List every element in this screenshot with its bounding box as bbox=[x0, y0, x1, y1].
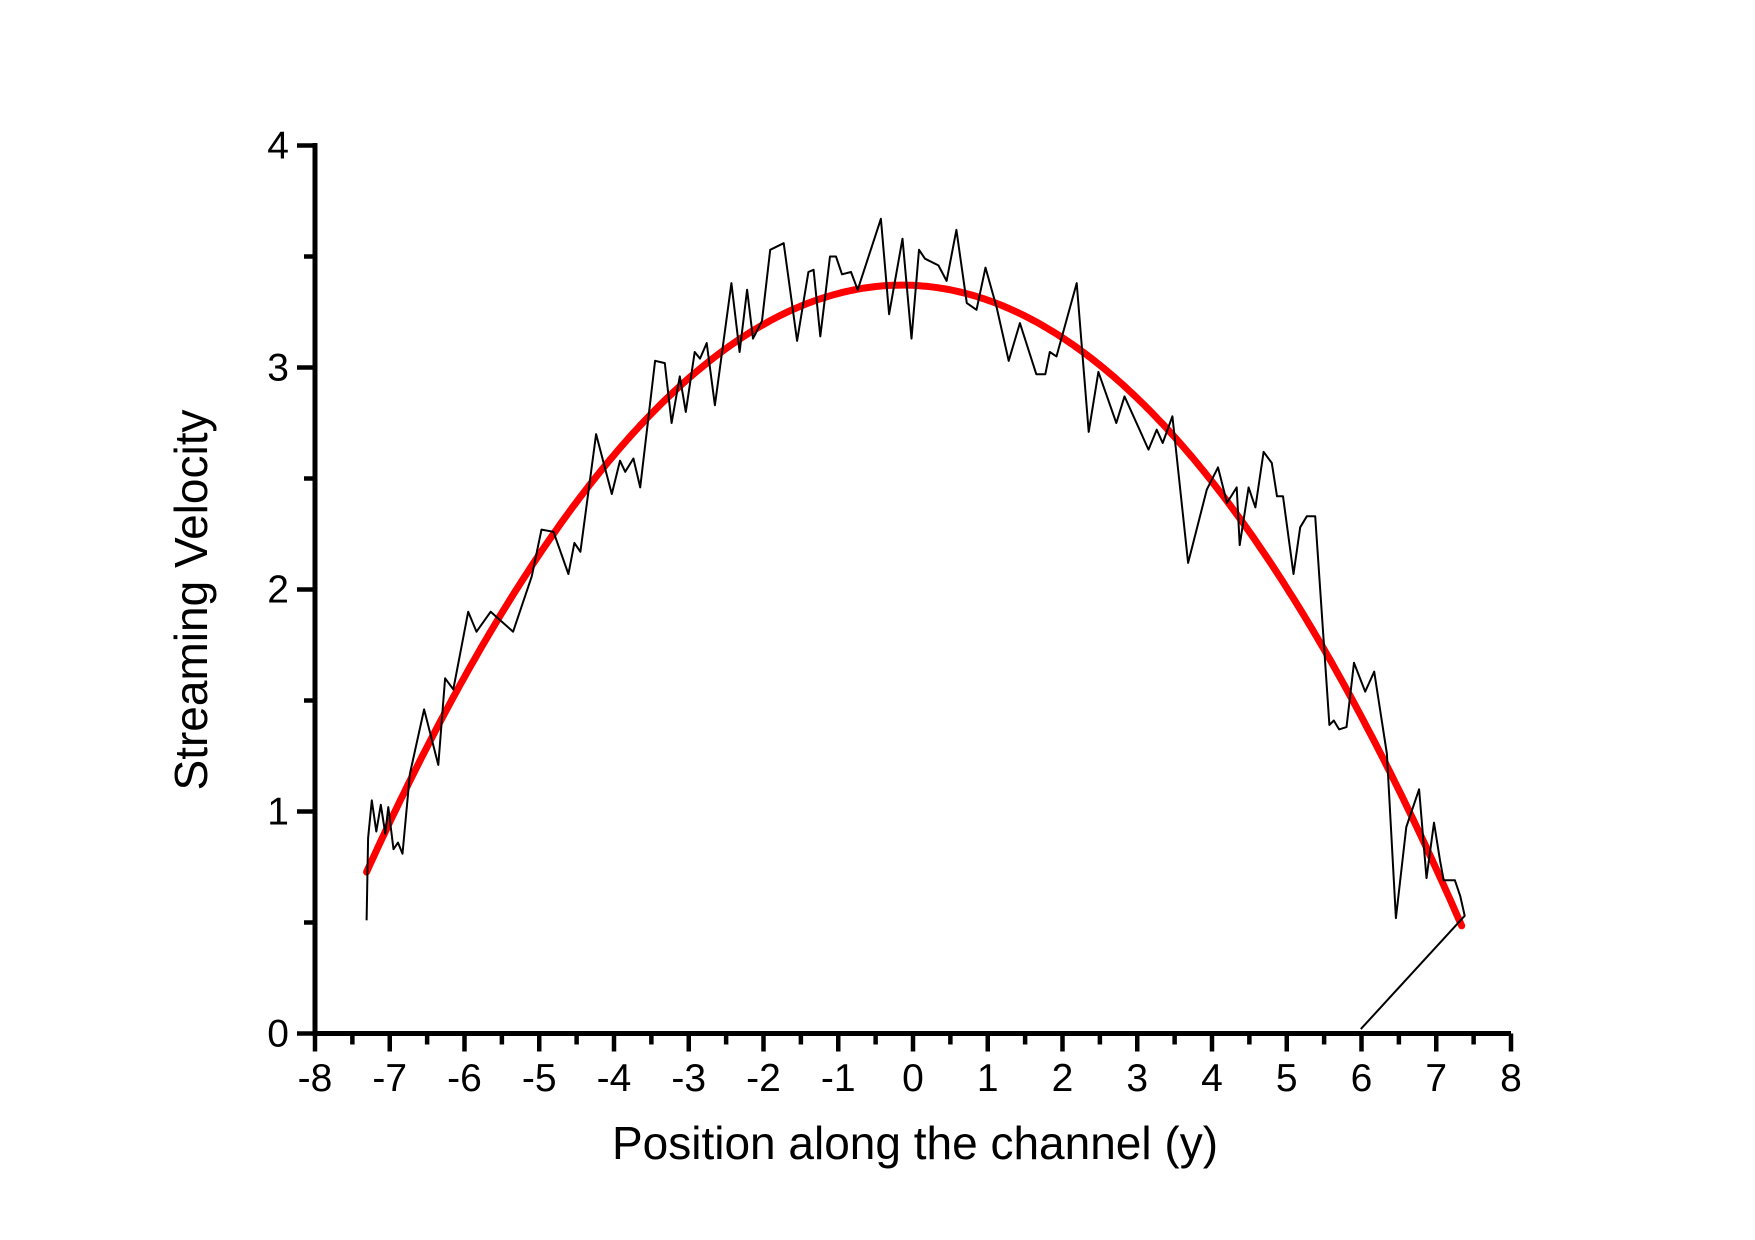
y-tick-label: 2 bbox=[267, 569, 289, 612]
data-series-line bbox=[365, 217, 1466, 1030]
y-tick-label: 1 bbox=[267, 791, 289, 834]
fit-curve-line bbox=[363, 281, 1466, 930]
y-tick-label: 3 bbox=[267, 347, 289, 390]
x-tick-label: -4 bbox=[597, 1057, 632, 1100]
x-tick-label: 8 bbox=[1500, 1057, 1522, 1100]
x-tick-label: 7 bbox=[1425, 1057, 1447, 1100]
x-tick-label: 0 bbox=[902, 1057, 924, 1100]
x-tick-label: -5 bbox=[522, 1057, 557, 1100]
axes bbox=[312, 143, 1511, 1036]
x-tick-label: 6 bbox=[1351, 1057, 1373, 1100]
y-axis-tick-labels: 0 1 2 3 4 bbox=[267, 125, 289, 1056]
x-tick-label: 5 bbox=[1276, 1057, 1298, 1100]
x-tick-label: 2 bbox=[1052, 1057, 1074, 1100]
y-tick-label: 0 bbox=[267, 1013, 289, 1056]
x-tick-label: 1 bbox=[977, 1057, 999, 1100]
x-tick-label: 3 bbox=[1126, 1057, 1148, 1100]
x-tick-label: -7 bbox=[372, 1057, 407, 1100]
x-tick-label: 4 bbox=[1201, 1057, 1223, 1100]
x-axis-title: Position along the channel (y) bbox=[612, 1117, 1218, 1169]
x-tick-label: -8 bbox=[298, 1057, 333, 1100]
x-axis-ticks bbox=[312, 1033, 1514, 1052]
x-tick-label: -1 bbox=[821, 1057, 856, 1100]
x-tick-label: -2 bbox=[746, 1057, 781, 1100]
x-tick-label: -3 bbox=[671, 1057, 706, 1100]
x-axis-tick-labels: -8 -7 -6 -5 -4 -3 -2 -1 0 1 2 3 4 5 6 7 8 bbox=[298, 1057, 1522, 1100]
x-tick-label: -6 bbox=[447, 1057, 482, 1100]
y-axis-ticks bbox=[297, 143, 315, 1036]
y-tick-label: 4 bbox=[267, 125, 289, 168]
y-axis-title: Streaming Velocity bbox=[165, 410, 217, 791]
